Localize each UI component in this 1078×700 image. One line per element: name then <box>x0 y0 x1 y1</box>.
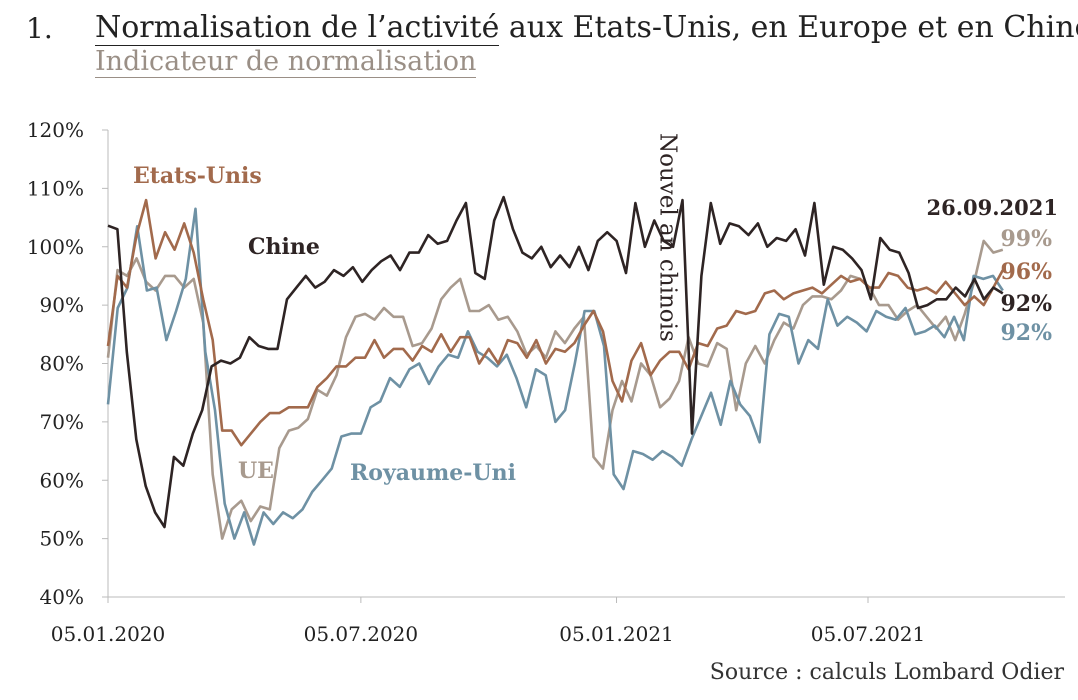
source-note: Source : calculs Lombard Odier <box>709 660 1064 685</box>
series-label-chine: Chine <box>248 234 320 260</box>
y-tick-label: 120% <box>27 118 84 142</box>
end-value-label-royaume-uni: 92% <box>1000 320 1052 346</box>
series-line-etats-unis <box>106 198 1004 447</box>
annotation-nouvel-an-chinois: Nouvel an chinois <box>654 133 680 342</box>
series-label-ue: UE <box>238 458 274 484</box>
chart-subtitle: Indicateur de normalisation <box>95 46 477 78</box>
end-value-label-ue: 99% <box>1000 226 1052 252</box>
x-tick-label: 05.07.2020 <box>304 622 419 646</box>
y-tick-label: 50% <box>40 527 84 551</box>
annotation-date-label: 26.09.2021 <box>926 195 1058 220</box>
labels-layer: Etats-Unis Chine UE Royaume-Uni Nouvel a… <box>133 133 1058 486</box>
chart-title: Normalisation de l’activité aux Etats-Un… <box>95 10 1078 46</box>
y-tick-label: 40% <box>40 585 84 609</box>
end-value-label-chine: 92% <box>1000 291 1052 317</box>
figure-number: 1. <box>26 12 53 45</box>
x-tick-label: 05.01.2020 <box>51 622 166 646</box>
series-line-chine <box>107 195 1004 529</box>
y-tick-label: 100% <box>27 235 84 259</box>
end-value-label-etats-unis: 96% <box>1000 259 1052 285</box>
y-axis: 40% 50% 60% 70% 80% 90% 100% 110% 120% <box>27 118 109 609</box>
chart-title-underlined: Normalisation de l’activité <box>95 10 500 46</box>
series-label-royaume-uni: Royaume-Uni <box>350 460 516 486</box>
x-tick-label: 05.01.2021 <box>559 622 674 646</box>
x-axis: 05.01.2020 05.07.2020 05.01.2021 05.07.2021 <box>51 596 1065 646</box>
y-tick-label: 60% <box>40 468 84 492</box>
y-tick-label: 110% <box>27 176 84 200</box>
y-tick-label: 80% <box>40 352 84 376</box>
series-line-ue <box>106 239 1004 540</box>
chart-title-rest: aux Etats-Unis, en Europe et en Chine <box>499 10 1078 45</box>
series-line-royaume-uni <box>106 207 1004 546</box>
y-tick-label: 70% <box>40 410 84 434</box>
series-layer <box>106 195 1004 546</box>
x-tick-label: 05.07.2021 <box>811 622 926 646</box>
chart-subtitle-text: Indicateur de normalisation <box>95 46 477 78</box>
series-label-etats-unis: Etats-Unis <box>133 163 262 189</box>
y-tick-label: 90% <box>40 293 84 317</box>
